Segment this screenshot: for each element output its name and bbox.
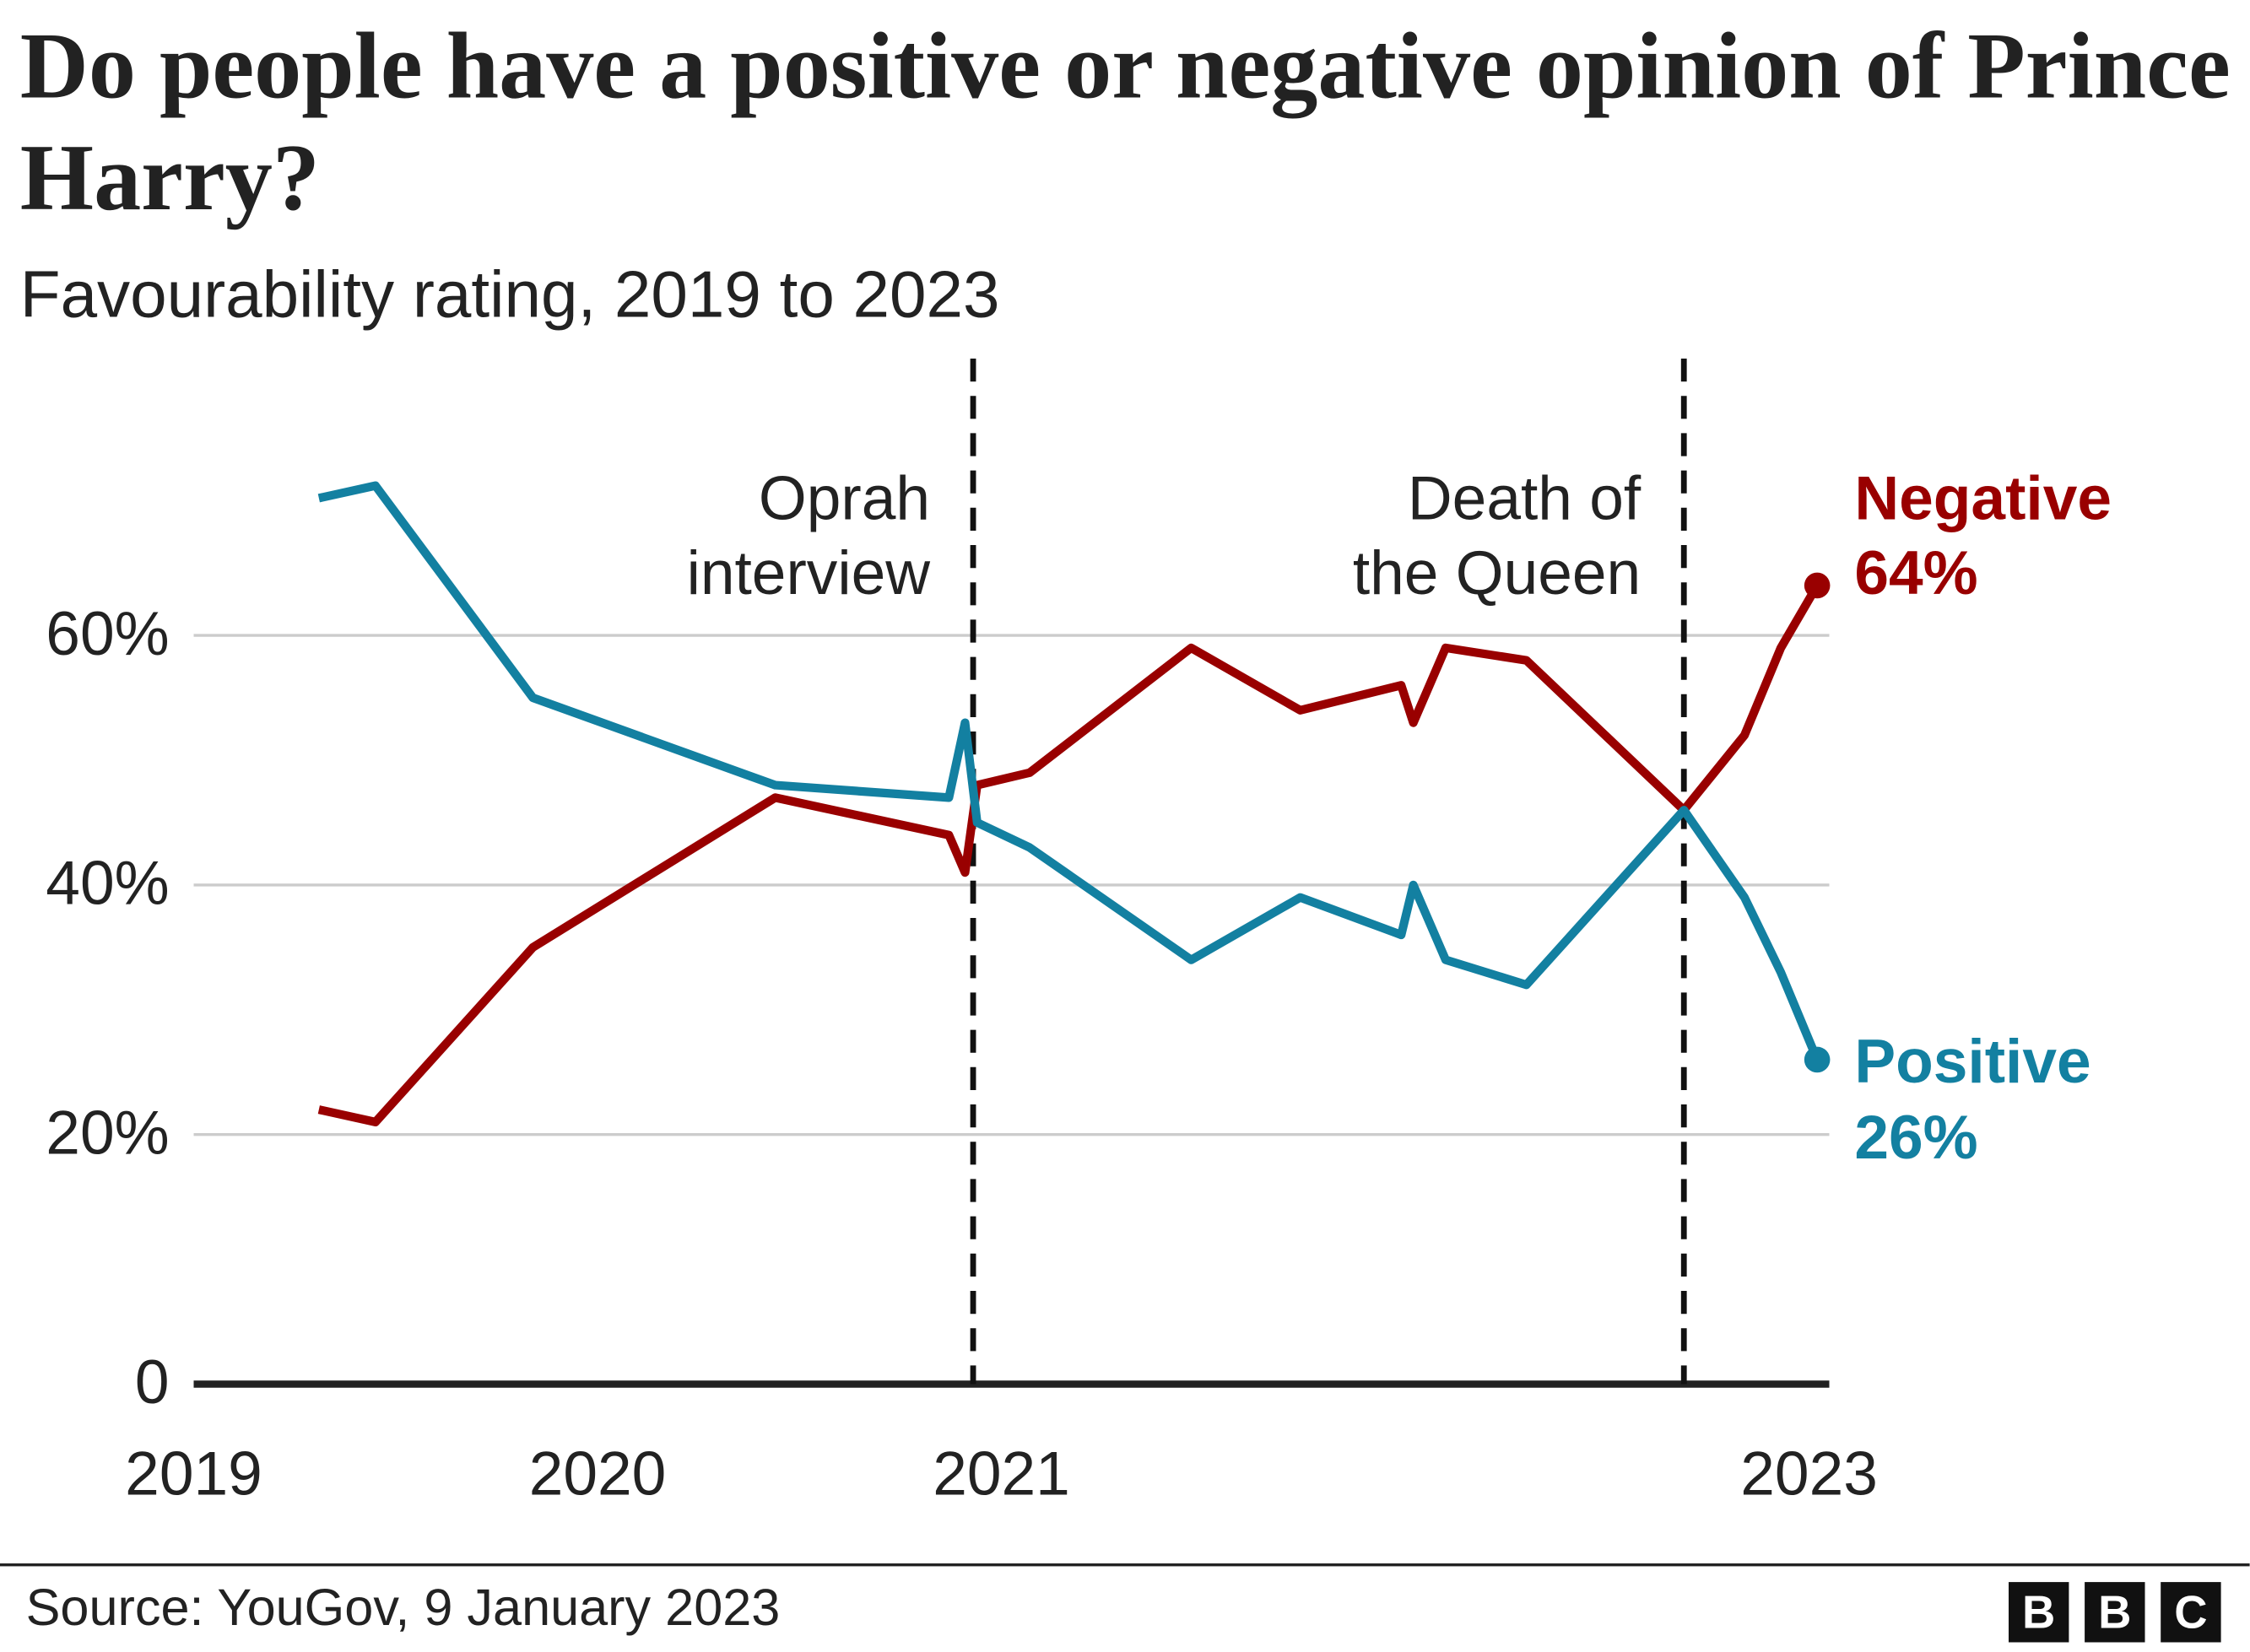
logo-letter: B bbox=[2085, 1582, 2145, 1643]
series-line bbox=[317, 583, 1821, 1127]
series-name: Negative bbox=[1854, 465, 2112, 533]
value-label: 26% bbox=[1854, 1104, 1977, 1172]
source: Source: YouGov, 9 January 2023 bbox=[25, 1578, 781, 1637]
x-tick-label: 2019 bbox=[125, 1439, 262, 1508]
x-tick-label: 2021 bbox=[933, 1439, 1070, 1508]
annotation: the Queen bbox=[1353, 539, 1641, 607]
y-tick-label: 60% bbox=[46, 600, 169, 668]
y-tick-label: 0 bbox=[135, 1348, 170, 1417]
chart-title: Do people have a positive or negative op… bbox=[19, 14, 2231, 231]
x-tick-label: 2020 bbox=[529, 1439, 667, 1508]
logo-letter: B bbox=[2009, 1582, 2069, 1643]
annotation: Oprah bbox=[759, 464, 930, 532]
y-tick-label: 20% bbox=[46, 1099, 169, 1167]
end-point bbox=[1804, 1046, 1831, 1073]
value-label: 64% bbox=[1854, 539, 1977, 607]
x-tick-label: 2023 bbox=[1740, 1439, 1878, 1508]
footer-rule bbox=[0, 1563, 2250, 1567]
series-name: Positive bbox=[1854, 1028, 2090, 1096]
annotation: Death of bbox=[1408, 464, 1642, 532]
annotation: interview bbox=[687, 539, 931, 607]
end-point bbox=[1804, 572, 1831, 599]
chart-subtitle: Favourability rating, 2019 to 2023 bbox=[19, 256, 1000, 332]
y-tick-label: 40% bbox=[46, 850, 169, 918]
logo-letter: C bbox=[2161, 1582, 2221, 1643]
series-line bbox=[317, 481, 1821, 1061]
